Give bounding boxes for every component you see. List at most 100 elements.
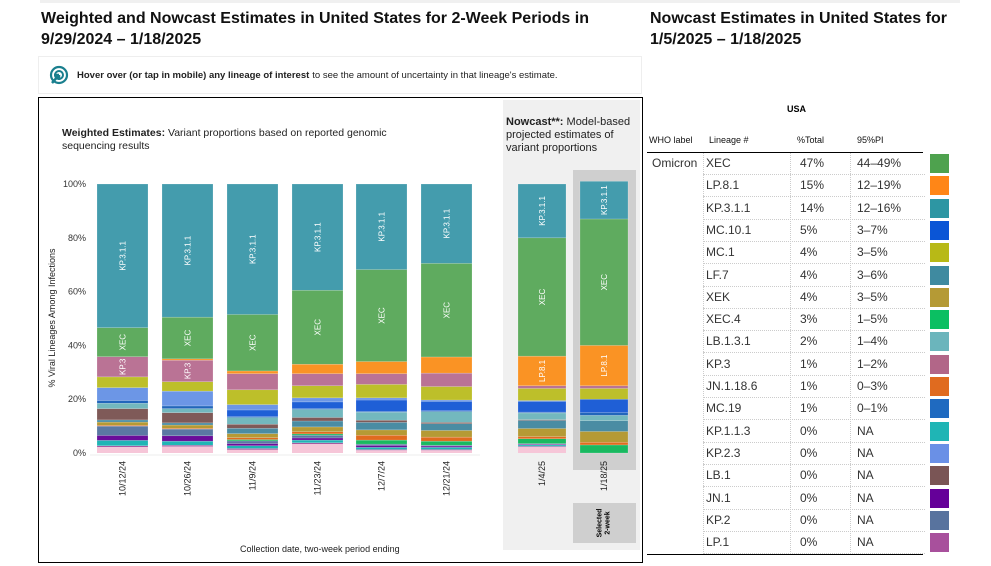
bar-segment-lb-1[interactable]	[291, 417, 344, 422]
bar-segment-kp-1-1-3[interactable]	[161, 440, 214, 446]
bar-segment-jn-1-18-6[interactable]	[517, 436, 567, 439]
bar-segment-kp-3-1-1[interactable]	[291, 183, 344, 291]
bar-segment-xec[interactable]	[161, 316, 214, 360]
bar-segment-xec[interactable]	[355, 269, 408, 362]
bar-segment-lb-1-3-1[interactable]	[291, 409, 344, 418]
bar-segment-mc-1[interactable]	[579, 388, 629, 400]
bar-segment-lb-1-3-1[interactable]	[517, 412, 567, 420]
bar-segment-mc-10-1[interactable]	[579, 398, 629, 413]
bar-segment-mc-1[interactable]	[161, 381, 214, 392]
bar-segment-lb-1-3-1[interactable]	[420, 411, 473, 423]
bar-segment-xec[interactable]	[226, 314, 279, 372]
bar-segment-lp-8-1[interactable]	[420, 356, 473, 374]
bar-segment-kp-2-3[interactable]	[96, 387, 149, 401]
bar-segment-jn-1[interactable]	[161, 435, 214, 442]
bar-segment-lb-1-3-1[interactable]	[579, 415, 629, 421]
table-row[interactable]: JN.1 0% NA	[647, 487, 957, 510]
bar-segment-lb-1-3-1[interactable]	[355, 411, 408, 421]
table-row[interactable]: LP.1 0% NA	[647, 531, 957, 555]
bar-segment-lf-7[interactable]	[355, 422, 408, 431]
table-row[interactable]: MC.1 4% 3–5%	[647, 241, 957, 265]
bar-segment-lf-7[interactable]	[517, 420, 567, 429]
bar-segment-mc-1[interactable]	[420, 386, 473, 401]
bar-segment-kp-2[interactable]	[96, 425, 149, 436]
bar-segment-lf-7[interactable]	[161, 422, 214, 426]
bar-segment-kp-2-3[interactable]	[291, 397, 344, 403]
bar-segment-lp-8-1[interactable]	[226, 370, 279, 374]
bar-segment-kp-3-1-1[interactable]	[517, 183, 567, 239]
bar-segment-xek[interactable]	[517, 428, 567, 437]
table-row[interactable]: MC.10.1 5% 3–7%	[647, 219, 957, 242]
bar-segment-kp-3-1-1[interactable]	[161, 183, 214, 318]
bar-segment-xec-4[interactable]	[355, 439, 408, 445]
table-row[interactable]: KP.3 1% 1–2%	[647, 353, 957, 376]
bar-segment-lb-1-3-1[interactable]	[161, 408, 214, 413]
table-row[interactable]: LP.8.1 15% 12–19%	[647, 174, 957, 198]
bar-segment-kp-2-3[interactable]	[226, 404, 279, 411]
table-row[interactable]: KP.1.1.3 0% NA	[647, 420, 957, 443]
table-row[interactable]: KP.2.3 0% NA	[647, 442, 957, 465]
bar-segment-lb-1[interactable]	[161, 412, 214, 424]
bar-segment-xek[interactable]	[579, 431, 629, 443]
bar-segment-jn-1-18-6[interactable]	[579, 441, 629, 446]
bar-segment-kp-2-3[interactable]	[355, 397, 408, 401]
bar-segment-xek[interactable]	[291, 426, 344, 432]
table-row[interactable]: KP.3.1.1 14% 12–16%	[647, 197, 957, 220]
bar-segment-jn-1-18-6[interactable]	[291, 431, 344, 435]
bar-segment-xec-4[interactable]	[420, 440, 473, 446]
selected-2-week-tag[interactable]: Selected 2-week	[573, 503, 636, 543]
bar-segment-lb-1[interactable]	[226, 423, 279, 429]
bar-segment-xec-4[interactable]	[579, 444, 629, 454]
bar-segment-lf-7[interactable]	[96, 419, 149, 423]
bar-segment-mc-1[interactable]	[355, 384, 408, 399]
bar-segment-jn-1[interactable]	[226, 443, 279, 446]
bar-segment-mc-19[interactable]	[579, 412, 629, 416]
bar-segment-xek[interactable]	[420, 430, 473, 438]
bar-segment-lf-7[interactable]	[226, 428, 279, 434]
bar-segment-mc-1[interactable]	[96, 376, 149, 388]
bar-segment-mc-10-1[interactable]	[420, 401, 473, 412]
bar-segment-mc-10-1[interactable]	[517, 401, 567, 413]
bar-segment-xec-4[interactable]	[517, 438, 567, 444]
bar-segment-lp-8-1[interactable]	[355, 361, 408, 374]
bar-segment-xek[interactable]	[96, 421, 149, 426]
bar-segment-jn-1[interactable]	[291, 437, 344, 441]
bar-segment-kp-1-1-3[interactable]	[420, 447, 473, 450]
bar-segment-jn-1-18-6[interactable]	[161, 428, 214, 430]
bar-segment-mc-10-1[interactable]	[355, 399, 408, 412]
bar-segment-kp-3-1-1[interactable]	[420, 183, 473, 264]
bar-segment-jn-1-18-6[interactable]	[355, 434, 408, 441]
bar-segment-xek[interactable]	[355, 429, 408, 436]
bar-segment-kp-3[interactable]	[579, 385, 629, 389]
bar-segment-mc-1[interactable]	[226, 389, 279, 405]
bar-segment-kp-1-1-3[interactable]	[355, 447, 408, 450]
bar-segment-mc-1[interactable]	[517, 388, 567, 401]
bar-segment-kp-3[interactable]	[517, 385, 567, 389]
table-row[interactable]: XEC.4 3% 1–5%	[647, 308, 957, 332]
bar-segment-kp-2[interactable]	[161, 428, 214, 437]
bar-segment-lp-8-1[interactable]	[517, 355, 567, 387]
bar-segment-xek[interactable]	[161, 424, 214, 429]
bar-segment-xec[interactable]	[420, 263, 473, 358]
table-row[interactable]: LF.7 4% 3–6%	[647, 264, 957, 287]
bar-segment-lp-8-1[interactable]	[579, 345, 629, 386]
bar-segment-xek[interactable]	[226, 433, 279, 438]
bar-segment-lf-7[interactable]	[579, 420, 629, 432]
bar-segment-mc-19[interactable]	[96, 400, 149, 404]
bar-segment-mc-19[interactable]	[161, 405, 214, 409]
bar-segment-xec[interactable]	[291, 290, 344, 365]
table-row[interactable]: MC.19 1% 0–1%	[647, 397, 957, 421]
bar-segment-kp-3-1-1[interactable]	[355, 183, 408, 270]
table-row[interactable]: LB.1 0% NA	[647, 464, 957, 488]
bar-segment-lp-8-1[interactable]	[291, 363, 344, 374]
bar-segment-mc-10-1[interactable]	[226, 409, 279, 417]
bar-segment-kp-3[interactable]	[355, 373, 408, 385]
table-row[interactable]: KP.2 0% NA	[647, 509, 957, 532]
bar-segment-xec[interactable]	[96, 327, 149, 357]
table-row[interactable]: JN.1.18.6 1% 0–3%	[647, 375, 957, 398]
bar-segment-kp-3-1-1[interactable]	[226, 183, 279, 315]
bar-segment-mc-10-1[interactable]	[291, 401, 344, 409]
bar-segment-kp-2[interactable]	[226, 440, 279, 444]
bar-segment-lb-1[interactable]	[96, 408, 149, 421]
table-row[interactable]: LB.1.3.1 2% 1–4%	[647, 330, 957, 354]
